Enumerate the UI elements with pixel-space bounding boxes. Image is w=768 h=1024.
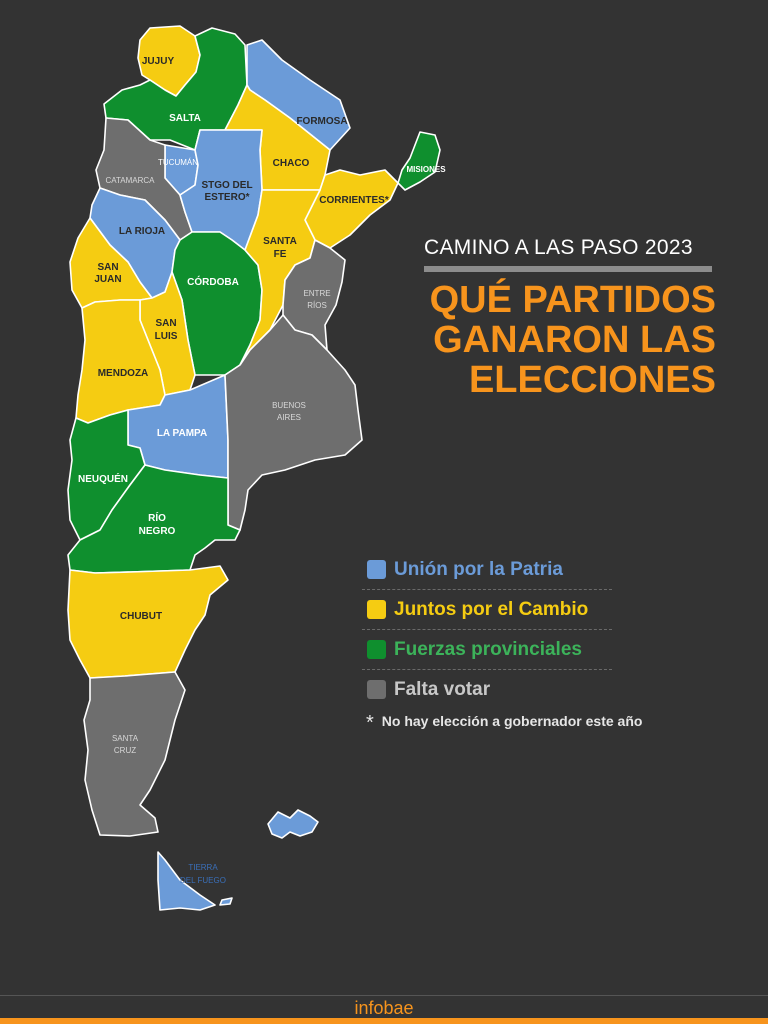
legend-item-juntos-por-el-cambio: Juntos por el Cambio [362,590,612,630]
label-jujuy: JUJUY [142,56,175,67]
label-corrientes: CORRIENTES* [319,195,389,206]
legend-label-juntos-por-el-cambio: Juntos por el Cambio [394,598,589,620]
footnote-asterisk: * [366,712,374,734]
legend-swatch-fuerzas-provinciales [367,640,386,659]
label-santa-fe-2: FE [274,249,287,260]
legend-label-union-por-la-patria: Unión por la Patria [394,558,563,580]
kicker-rule [424,266,712,272]
legend: Unión por la Patria Juntos por el Cambio… [362,550,612,709]
footnote-text: No hay elección a gobernador este año [381,713,643,729]
bottom-accent-bar [0,1018,768,1024]
label-san-juan-2: JUAN [94,274,121,285]
footnote: * No hay elección a gobernador este año [366,712,642,735]
label-chaco: CHACO [273,158,310,169]
legend-label-falta-votar: Falta votar [394,678,491,700]
label-rio-negro-1: RÍO [148,511,166,524]
label-la-rioja: LA RIOJA [119,226,165,237]
label-entre-rios-1: ENTRE [303,289,330,298]
islas-malvinas[interactable] [267,809,319,839]
label-cordoba: CÓRDOBA [187,275,239,288]
province-tierra-del-fuego[interactable] [157,851,216,911]
label-catamarca: CATAMARCA [105,176,155,185]
headline-line-2: GANARON LAS [433,319,716,361]
label-tierra-del-fuego-2: DEL FUEGO [180,876,226,885]
kicker: CAMINO A LAS PASO 2023 [424,236,693,259]
legend-swatch-juntos-por-el-cambio [367,600,386,619]
province-santa-cruz[interactable] [83,671,186,837]
label-salta: SALTA [169,113,201,124]
label-santa-fe-1: SANTA [263,236,297,247]
legend-label-fuerzas-provinciales: Fuerzas provinciales [394,638,582,660]
label-santiago-2: ESTERO* [204,192,249,203]
label-chubut: CHUBUT [120,611,162,622]
label-formosa: FORMOSA [296,116,347,127]
footer-divider [0,995,768,996]
label-san-luis-1: SAN [155,318,176,329]
headline-line-1: QUÉ PARTIDOS [429,279,716,321]
label-neuquen: NEUQUÉN [78,472,128,485]
legend-item-falta-votar: Falta votar [362,670,612,709]
legend-item-fuerzas-provinciales: Fuerzas provinciales [362,630,612,670]
label-entre-rios-2: RÍOS [307,301,327,310]
province-misiones[interactable] [397,131,441,191]
label-tierra-del-fuego-1: TIERRA [188,863,218,872]
label-la-pampa: LA PAMPA [157,428,207,439]
legend-item-union-por-la-patria: Unión por la Patria [362,550,612,590]
label-santa-cruz-2: CRUZ [114,746,136,755]
label-santiago-1: STGO DEL [201,180,252,191]
title-block: CAMINO A LAS PASO 2023 QUÉ PARTIDOS GANA… [420,236,720,400]
label-san-juan-1: SAN [97,262,118,273]
headline-line-3: ELECCIONES [468,359,716,401]
isla-de-los-estados [219,897,233,906]
brand-logo[interactable]: infobae [354,998,414,1018]
province-chubut[interactable] [67,565,229,679]
label-buenos-aires-2: AIRES [277,413,301,422]
label-buenos-aires-1: BUENOS [272,401,306,410]
label-mendoza: MENDOZA [98,368,149,379]
label-san-luis-2: LUIS [155,331,178,342]
headline: QUÉ PARTIDOS GANARON LAS ELECCIONES [420,280,716,400]
label-rio-negro-2: NEGRO [139,526,176,537]
label-misiones: MISIONES [406,165,446,174]
label-tucuman: TUCUMÁN [158,158,198,167]
province-rio-negro[interactable] [67,464,241,574]
legend-swatch-union-por-la-patria [367,560,386,579]
legend-swatch-falta-votar [367,680,386,699]
label-santa-cruz-1: SANTA [112,734,139,743]
